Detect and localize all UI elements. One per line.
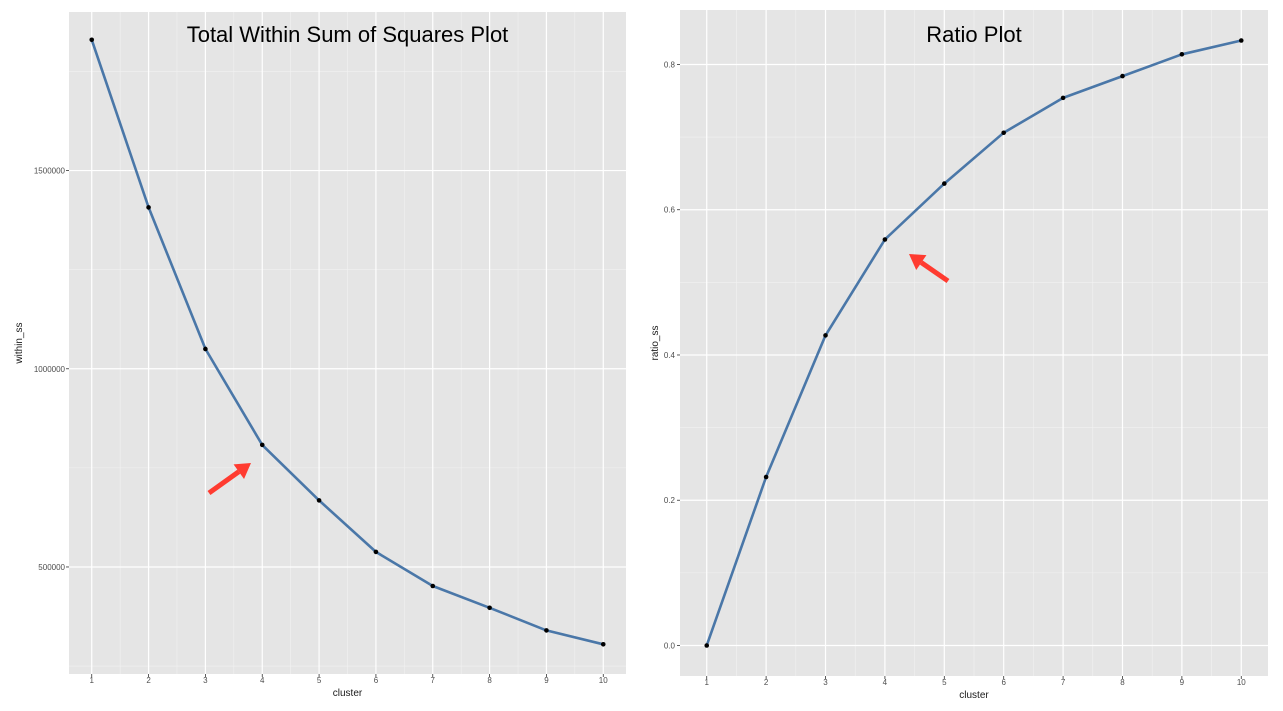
x-tick-label: 6: [1001, 678, 1006, 687]
data-point: [487, 605, 492, 611]
y-axis-label: ratio_ss: [650, 325, 661, 360]
arrow-head: [909, 254, 927, 270]
arrow-shaft: [207, 469, 241, 496]
chart-title: Ratio Plot: [926, 22, 1021, 47]
x-tick-label: 10: [1237, 678, 1246, 687]
x-tick-label: 6: [374, 676, 379, 685]
data-point: [763, 474, 769, 480]
data-point: [430, 583, 436, 589]
y-tick-label: 0.4: [664, 351, 676, 360]
x-tick-label: 1: [90, 676, 95, 685]
x-axis-label: cluster: [333, 688, 363, 699]
chart-title: Total Within Sum of Squares Plot: [187, 22, 509, 47]
data-point: [89, 37, 95, 43]
y-tick-label: 1000000: [34, 365, 66, 374]
x-tick-label: 8: [1120, 678, 1125, 687]
y-tick-label: 0.8: [664, 60, 676, 69]
data-point: [704, 643, 710, 648]
x-tick-label: 1: [705, 678, 710, 687]
y-tick-label: 0.6: [664, 206, 676, 215]
series-line: [90, 38, 605, 646]
data-point: [1238, 38, 1244, 43]
data-point: [942, 181, 947, 186]
data-point: [882, 237, 888, 242]
data-point: [823, 333, 828, 338]
x-axis-label: cluster: [959, 690, 989, 701]
data-point: [259, 442, 265, 448]
data-point: [373, 549, 379, 555]
x-tick-label: 4: [883, 678, 888, 687]
data-point: [1001, 130, 1006, 136]
data-point: [1179, 52, 1185, 57]
data-point: [1060, 95, 1066, 101]
x-tick-label: 5: [942, 678, 947, 687]
x-tick-label: 9: [544, 676, 549, 685]
arrow-shaft: [919, 260, 950, 284]
x-tick-label: 2: [764, 678, 769, 687]
series-line: [705, 39, 1243, 647]
x-tick-label: 4: [260, 676, 265, 685]
y-tick-label: 0.2: [664, 496, 676, 505]
chart-2: 0.0 0.2 0.4 0.6 0.8 1 2 3 4 5 6 7 8 9 10 cluster ratio_s…: [650, 10, 1268, 701]
x-tick-label: 2: [146, 676, 151, 685]
y-tick-label: 1500000: [34, 167, 66, 176]
x-tick-label: 3: [203, 676, 208, 685]
data-point: [1120, 73, 1125, 79]
data-point: [146, 205, 151, 210]
x-tick-label: 8: [487, 676, 492, 685]
y-tick-label: 500000: [38, 563, 65, 572]
annotation-arrow: [207, 463, 251, 496]
x-tick-label: 7: [1061, 678, 1066, 687]
x-tick-label: 3: [823, 678, 828, 687]
annotation-arrow: [909, 254, 950, 284]
y-axis-label: within_ss: [14, 322, 25, 364]
x-tick-label: 7: [431, 676, 436, 685]
data-point: [544, 628, 549, 633]
x-tick-label: 5: [317, 676, 322, 685]
x-tick-label: 10: [599, 676, 608, 685]
y-tick-label: 0.0: [664, 641, 676, 650]
data-point: [316, 498, 322, 503]
data-point: [600, 641, 606, 647]
data-point: [203, 346, 208, 352]
x-tick-label: 9: [1180, 678, 1185, 687]
chart-1: 500000 1000000 1500000 1 2 3 4 5 6 7 8 9 10 cluster wi…: [14, 12, 626, 699]
arrow-head: [233, 463, 251, 480]
